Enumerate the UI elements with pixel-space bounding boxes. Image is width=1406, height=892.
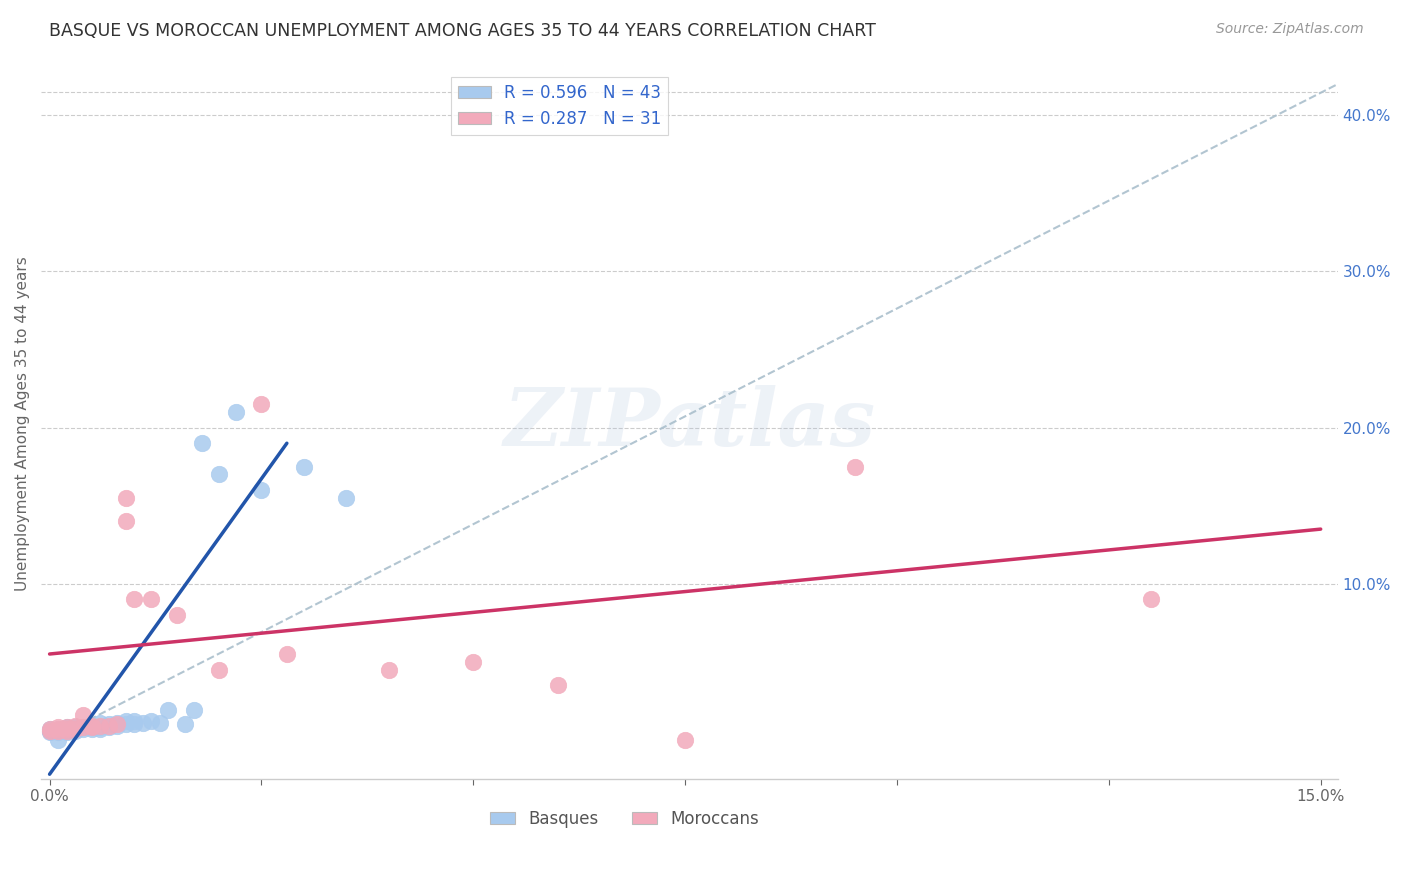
Point (335, 491, 357, 505)
Point (115, 714, 138, 728)
Text: Source: ZipAtlas.com: Source: ZipAtlas.com (1216, 22, 1364, 37)
Point (124, 714, 146, 728)
Point (105, 717, 128, 731)
Point (55, 720, 77, 734)
Point (55, 720, 77, 734)
Point (38, 723, 60, 738)
Point (377, 663, 399, 677)
Point (174, 717, 197, 731)
Point (80, 720, 103, 734)
Point (115, 491, 138, 505)
Point (250, 397, 273, 411)
Point (547, 678, 569, 692)
Point (115, 514, 138, 528)
Point (89, 719, 111, 733)
Point (183, 703, 205, 717)
Point (72, 722, 94, 736)
Point (208, 467, 231, 482)
Point (463, 655, 485, 669)
Point (63, 720, 86, 734)
Point (55, 723, 77, 738)
Point (124, 717, 146, 731)
Point (208, 663, 231, 677)
Point (72, 707, 94, 722)
Point (89, 715, 111, 730)
Point (46, 720, 69, 734)
Point (141, 714, 163, 728)
Point (157, 703, 180, 717)
Point (89, 720, 111, 734)
Point (115, 717, 138, 731)
Point (97, 719, 120, 733)
Text: BASQUE VS MOROCCAN UNEMPLOYMENT AMONG AGES 35 TO 44 YEARS CORRELATION CHART: BASQUE VS MOROCCAN UNEMPLOYMENT AMONG AG… (49, 22, 876, 40)
Point (105, 719, 128, 733)
Point (89, 722, 111, 736)
Point (72, 720, 94, 734)
Point (1140, 592, 1163, 607)
Point (55, 725, 77, 739)
Point (80, 719, 103, 733)
Point (132, 715, 155, 730)
Point (292, 459, 315, 474)
Point (80, 720, 103, 734)
Point (46, 732, 69, 747)
Point (105, 715, 128, 730)
Point (191, 436, 214, 450)
Point (46, 723, 69, 738)
Point (46, 722, 69, 736)
Point (225, 405, 247, 419)
Point (673, 732, 696, 747)
Y-axis label: Unemployment Among Ages 35 to 44 years: Unemployment Among Ages 35 to 44 years (15, 256, 30, 591)
Point (63, 723, 86, 738)
Point (250, 483, 273, 497)
Point (844, 459, 866, 474)
Point (141, 592, 163, 607)
Point (38, 725, 60, 739)
Point (149, 715, 172, 730)
Point (38, 722, 60, 736)
Point (63, 722, 86, 736)
Point (72, 720, 94, 734)
Point (80, 719, 103, 733)
Point (46, 722, 69, 736)
Point (97, 717, 120, 731)
Point (46, 723, 69, 738)
Point (63, 722, 86, 736)
Point (46, 725, 69, 739)
Legend: Basques, Moroccans: Basques, Moroccans (484, 803, 766, 835)
Text: ZIPatlas: ZIPatlas (503, 385, 876, 462)
Point (63, 722, 86, 736)
Point (55, 723, 77, 738)
Point (276, 647, 298, 661)
Point (124, 592, 146, 607)
Point (80, 722, 103, 736)
Point (166, 607, 188, 622)
Point (97, 720, 120, 734)
Point (63, 719, 86, 733)
Point (55, 722, 77, 736)
Point (38, 723, 60, 738)
Point (55, 722, 77, 736)
Point (38, 722, 60, 736)
